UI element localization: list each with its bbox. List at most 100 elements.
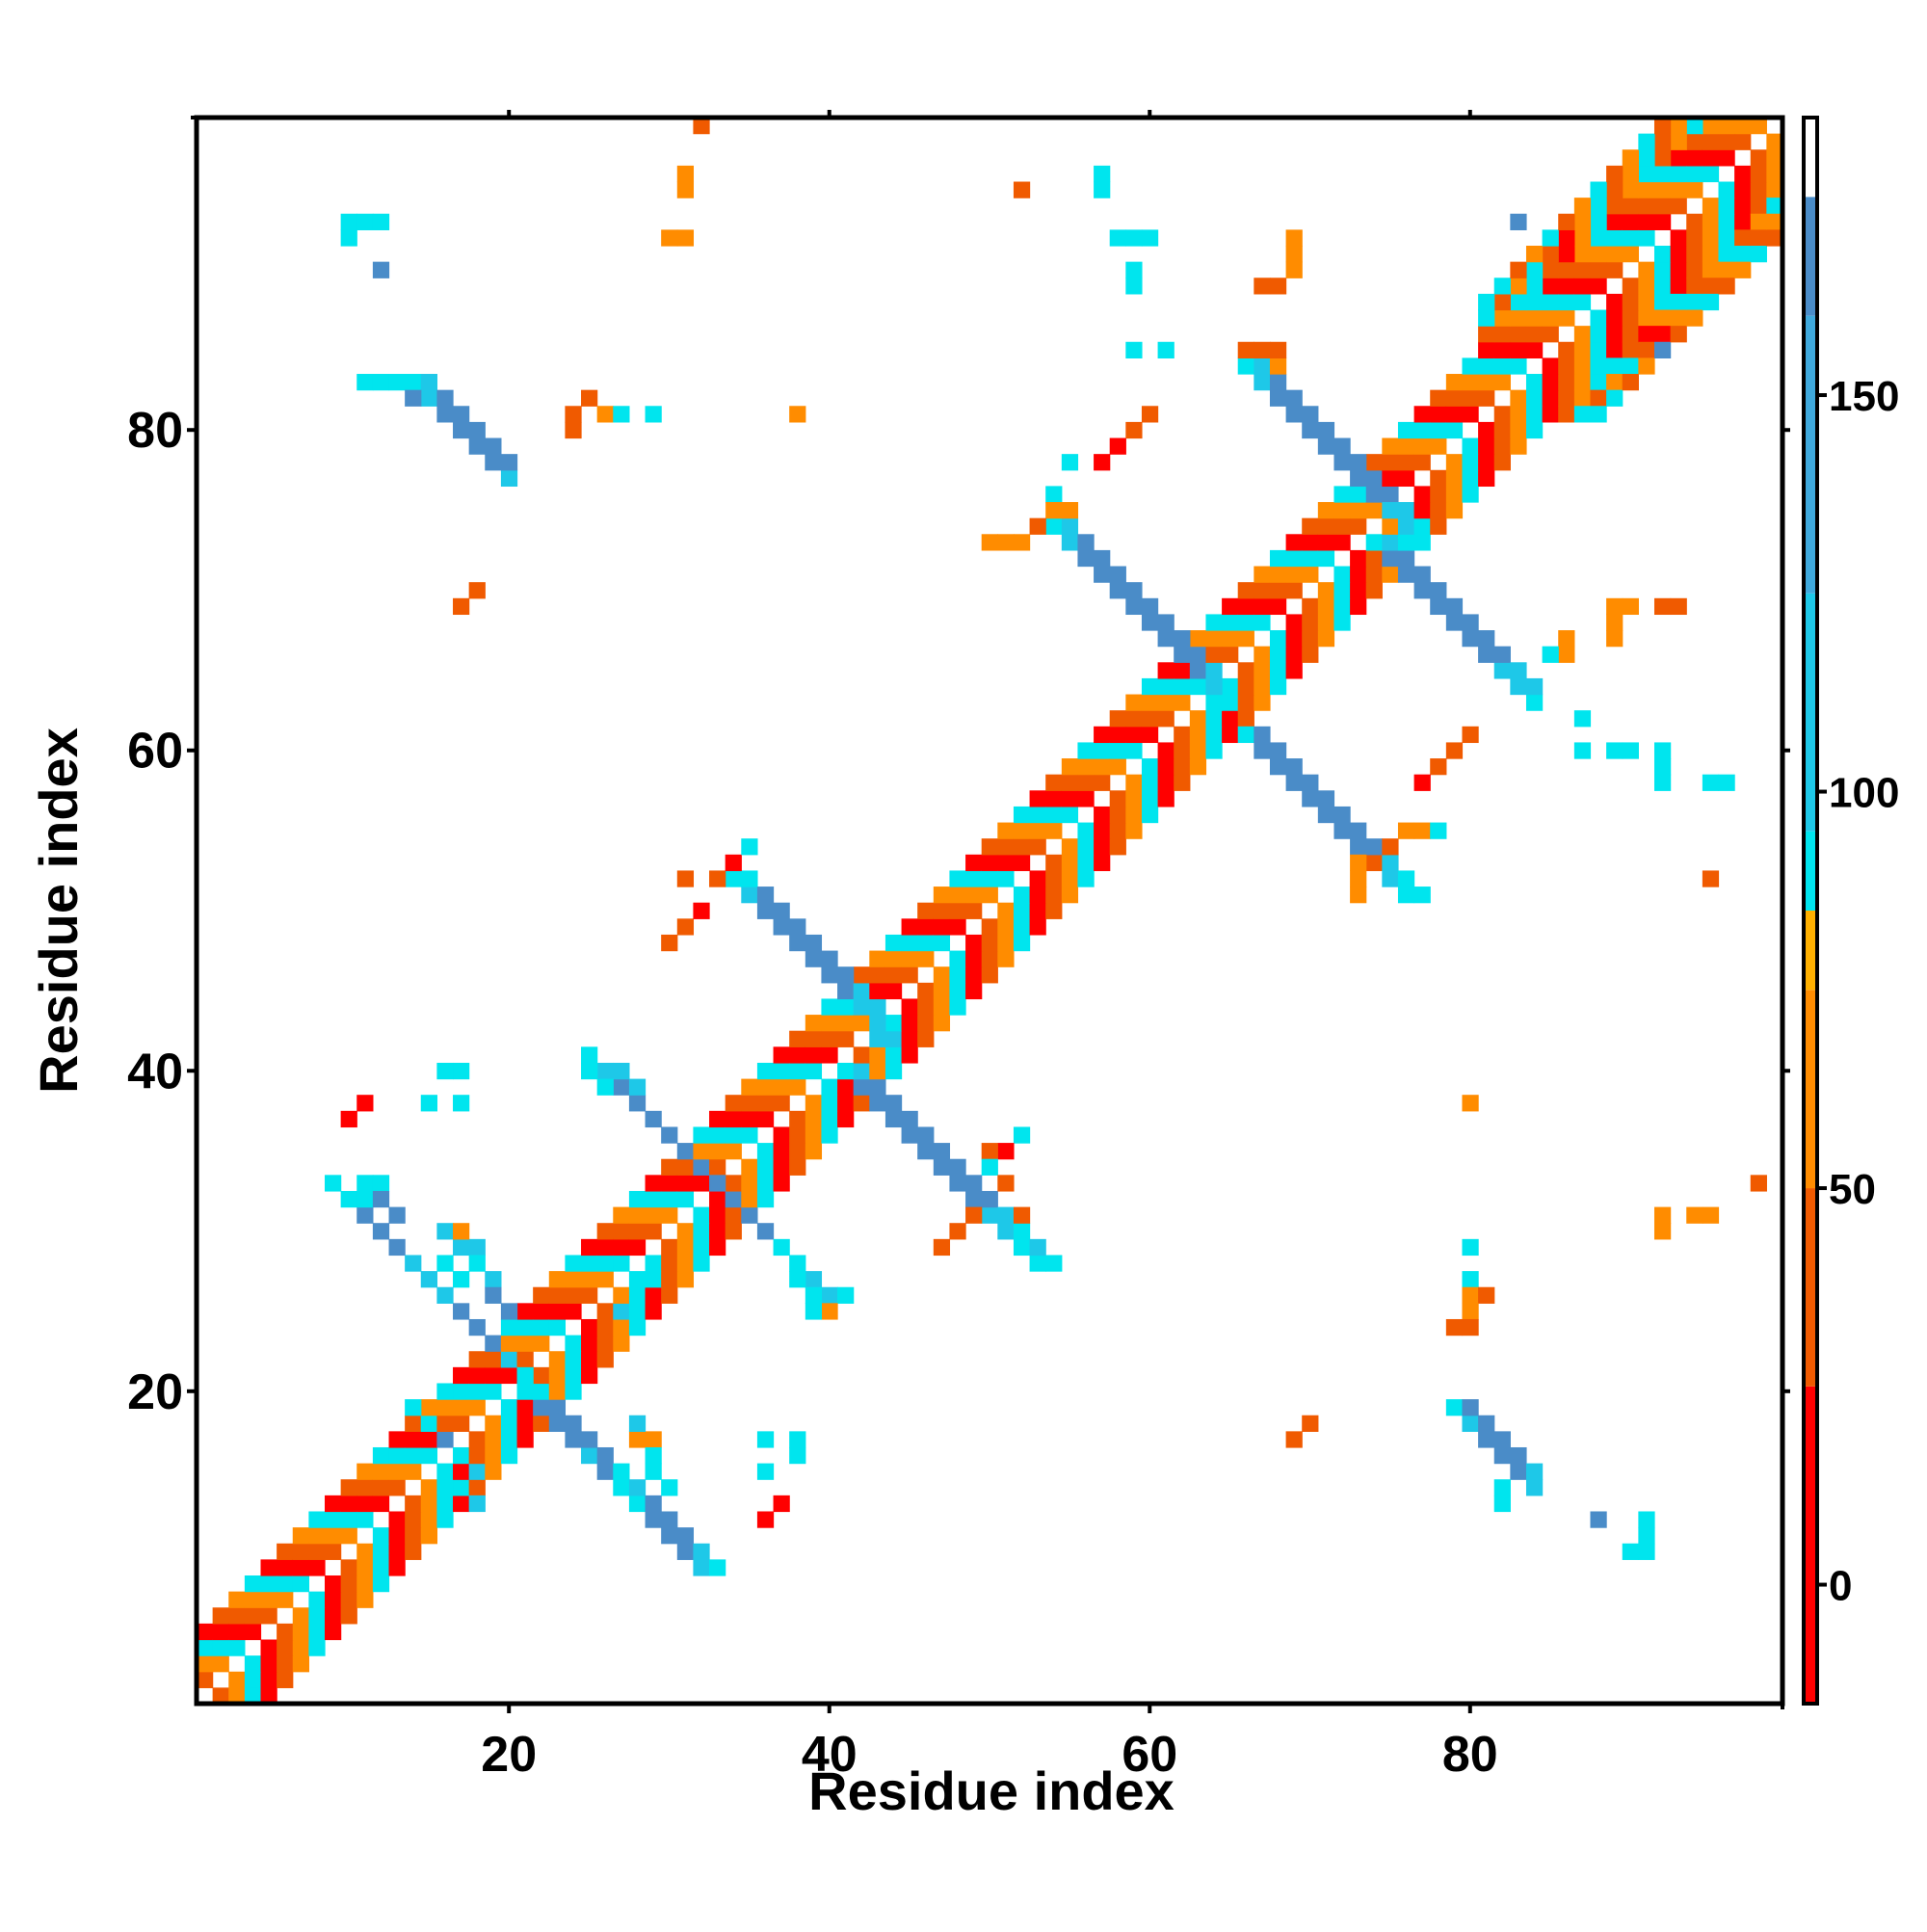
heatmap-cell [1718,278,1735,295]
heatmap-cell [1445,469,1464,488]
heatmap-cell [533,1383,550,1400]
heatmap-cell [1254,566,1271,583]
heatmap-cell [1653,261,1672,278]
heatmap-cell [1510,389,1527,407]
heatmap-cell [596,1255,614,1272]
heatmap-cell [1141,806,1159,824]
heatmap-cell [1670,309,1687,327]
heatmap-cell [516,1415,534,1432]
heatmap-cell [1109,726,1126,744]
heatmap-cell [789,1110,806,1128]
colorbar-tick-label: 50 [1829,1166,1876,1213]
heatmap-cell [1269,582,1287,599]
heatmap-cell [1382,566,1399,583]
heatmap-cell [1397,421,1415,439]
heatmap-cell [1254,614,1271,631]
heatmap-cell [1013,887,1031,904]
heatmap-cell [965,887,983,904]
heatmap-cell [805,1286,823,1304]
heatmap-cell [260,1559,277,1576]
heatmap-cell [1766,213,1783,230]
heatmap-cell [1493,437,1511,455]
heatmap-cell [340,229,357,247]
heatmap-cell [789,918,806,936]
heatmap-cell [1653,213,1672,230]
heatmap-cell [1606,309,1623,327]
heatmap-cell [516,1335,534,1352]
heatmap-cell [1094,822,1111,839]
heatmap-cell [308,1639,326,1656]
heatmap-cell [1382,870,1399,887]
heatmap-cell [676,1255,695,1272]
heatmap-cell [1670,165,1687,183]
heatmap-cell [1077,758,1095,776]
heatmap-cell [436,1511,454,1528]
heatmap-cell [436,1415,454,1432]
heatmap-cell [1397,534,1415,551]
heatmap-cell [645,1110,662,1128]
heatmap-cell [1558,646,1575,663]
heatmap-cell [1061,534,1079,551]
heatmap-cell [500,1303,518,1320]
heatmap-cell [1413,822,1431,839]
heatmap-cell [1382,534,1399,551]
colorbar: 0 50 100 150 [1802,116,1899,1706]
heatmap-cell [565,1383,582,1400]
heatmap-cell [1413,566,1431,583]
heatmap-cell [1653,758,1672,776]
heatmap-cell [453,1446,470,1465]
heatmap-cell [628,1318,647,1337]
heatmap-cell [485,1351,502,1368]
heatmap-cell [1013,1238,1031,1257]
heatmap-cell [613,1303,630,1320]
heatmap-cell [1510,357,1527,375]
heatmap-cell [372,1479,390,1496]
heatmap-cell [1590,326,1607,343]
heatmap-cell [1365,566,1383,583]
heatmap-cell [949,950,966,967]
heatmap-cell [821,1126,838,1144]
heatmap-cell [372,1575,390,1593]
heatmap-cell [1525,246,1544,263]
heatmap-cell [1766,229,1783,247]
heatmap-cell [1653,181,1672,198]
heatmap-cell [1333,502,1351,519]
heatmap-cell [613,1255,630,1272]
heatmap-cell [1222,726,1239,744]
heatmap-cell [228,1623,246,1641]
heatmap-cell [420,1431,437,1448]
heatmap-cell [485,1383,502,1400]
heatmap-cell [1510,309,1527,327]
heatmap-cell [1462,437,1479,455]
heatmap-cell [581,1062,598,1080]
heatmap-cell [837,1030,855,1047]
heatmap-cell [1670,181,1687,198]
heatmap-cell [1430,582,1447,599]
heatmap-cell [1157,662,1175,679]
heatmap-cell [901,950,918,967]
heatmap-cell [340,1495,357,1513]
heatmap-cell [1141,790,1159,807]
heatmap-cell [789,1078,806,1096]
heatmap-cell [884,1110,903,1128]
heatmap-cell [212,1655,229,1673]
heatmap-cell [1013,534,1031,551]
heatmap-cell [933,1238,951,1257]
heatmap-cell [869,1030,886,1047]
heatmap-cell [676,918,695,936]
heatmap-cell [1094,566,1111,583]
heatmap-cell [1638,357,1655,375]
heatmap-cell [1622,1543,1639,1560]
heatmap-cell [1317,437,1335,455]
heatmap-cell [1302,534,1319,551]
heatmap-cell [1013,822,1031,839]
heatmap-cell [1237,614,1254,631]
heatmap-cell [1430,421,1447,439]
heatmap-cell [1525,278,1544,295]
heatmap-cell [1590,406,1607,423]
heatmap-cell [1382,517,1399,535]
heatmap-cell [1686,1206,1703,1224]
heatmap-cell [1510,421,1527,439]
heatmap-cell [260,1639,277,1656]
heatmap-cell [805,1110,823,1128]
